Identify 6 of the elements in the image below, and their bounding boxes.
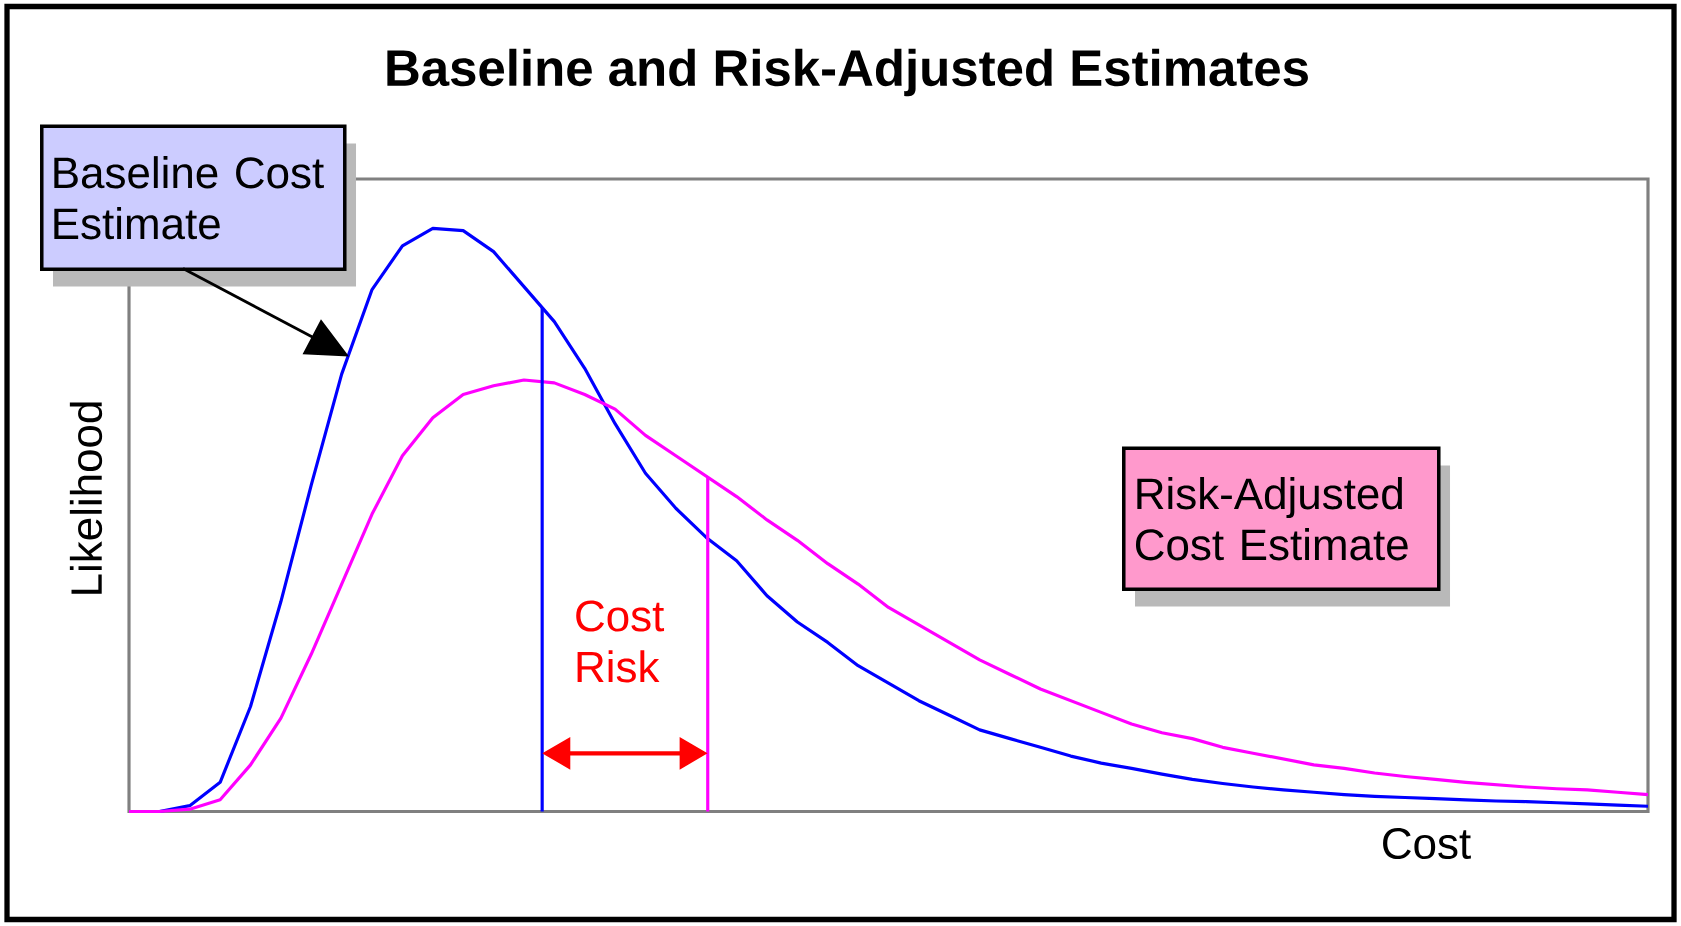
- x-axis-title: Cost: [1383, 827, 1471, 860]
- annotation: Cost Risk: [576, 600, 665, 683]
- annotation: Baseline Cost Estimate: [54, 156, 324, 240]
- chart-title: Baseline and Risk-Adjusted Estimates: [387, 48, 1308, 97]
- annotation: Risk-Adjusted Cost Estimate: [1135, 477, 1408, 561]
- y-axis-title: Likelihood: [69, 402, 103, 594]
